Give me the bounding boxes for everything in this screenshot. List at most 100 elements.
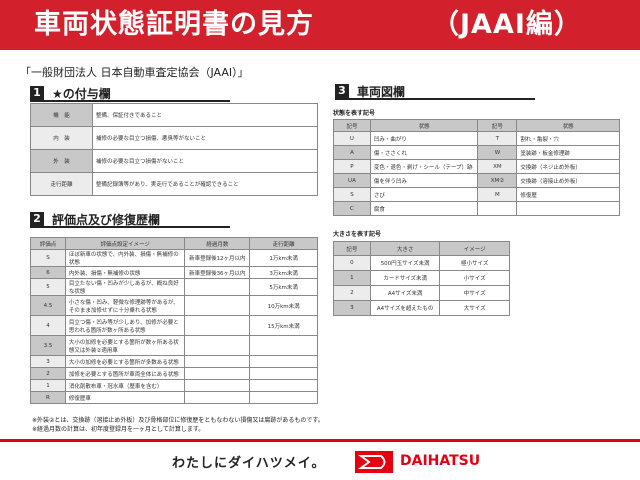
mileage: 1万km未満 [249,249,318,267]
mileage [249,391,318,404]
column-header: 走行距離 [249,237,318,250]
mileage: 15万km未満 [249,315,318,336]
elapsed-months [184,278,251,296]
column-header: 状態 [369,119,479,132]
table-row: 3 大小の加修を必要とする箇所が多数ある状態 [30,355,318,368]
symbol: A [333,145,371,160]
table-row: 3.5 大小の加修を必要とする箇所が数ヶ所ある状態又は外装②適用車 [30,335,318,356]
score-description: 加修を必要とする箇所が車両全体にある状態 [64,367,186,380]
symbol: 3 [333,300,371,316]
table-row: 1 消化剤散布車・冠水車（歴車を含む） [30,379,318,392]
score-description: 修復歴車 [64,391,186,404]
star-table: 機 能整備、保証付きであること内 装補修の必要な目立つ損傷、悪臭等がないこと外 … [30,103,318,196]
size: A4サイズ未満 [369,285,441,301]
page-subtitle: （JAAI編） [432,9,582,40]
row-text: 整備記録簿等があり、実走行であることが確認できること [92,172,318,196]
table-row: 2 A4サイズ未満 中サイズ [333,285,510,301]
mileage: 5万km未満 [249,278,318,296]
score-table: 評価点 評価点設定イメージ 経過月数 走行距離 S ほぼ新車の状態で、内外装、損傷・無補修… [30,237,318,404]
score-description: 小さな傷・凹み、軽微な修理跡等があるが、そのまま加修せずに十分乗れる状態 [64,295,186,316]
table-row: 1 カードサイズ未満 小サイズ [333,270,510,286]
image: 大サイズ [439,300,510,316]
state-symbol-table: 記号 状態 記号 状態 U 凹み・曲がり T 割れ・亀裂・穴 A 傷・ささくれ W 塗装跡・板金修理跡… [333,119,620,216]
score: S [30,249,66,267]
score: R [30,391,66,404]
image: 小サイズ [439,270,510,286]
row-label: 機 能 [30,103,93,127]
column-header: 記号 [477,119,518,132]
mileage [249,335,318,356]
column-header: 状態 [516,119,620,132]
mileage [249,379,318,392]
section-number: 3 [335,84,349,98]
page-header: 車両状態証明書の見方 （JAAI編） [0,0,640,50]
size-symbol-table: 記号 大きさ イメージ 0 500円玉サイズ未満 極小サイズ 1 カードサイズ未満 小サイズ 2 A… [333,241,510,316]
symbol: S [333,187,371,202]
score: 3 [30,355,66,368]
table-row: UA 傷を伴う凹み XM② 交換跡（溶接止め外板） [333,173,620,188]
image: 極小サイズ [439,255,510,271]
state: さび [369,187,479,202]
state-symbols-label: 状態を表す記号 [333,110,376,117]
state: 交換跡（ネジ止め外板） [516,159,620,174]
state [516,201,620,216]
table-row: 6 内外装、損傷・無補修の状態 新車登録後36ヶ月以内 3万km未満 [30,266,318,279]
score-description: 内外装、損傷・無補修の状態 [64,266,186,279]
table-row: 外 装補修の必要な目立つ損傷がないこと [30,149,318,173]
table-row: 5 目立たない傷・凹みが少しあるが、概ね良好な状態 5万km未満 [30,278,318,296]
elapsed-months [184,355,251,368]
state: 傷を伴う凹み [369,173,479,188]
table-row: 2 加修を必要とする箇所が車両全体にある状態 [30,367,318,380]
table-row: 走行距離 整備記録簿等があり、実走行であることが確認できること [30,172,318,196]
state: 腐食 [369,201,479,216]
column-header: 評価点 [30,237,66,250]
column-header: 大きさ [369,241,441,256]
table-row: 4.5 小さな傷・凹み、軽微な修理跡等があるが、そのまま加修せずに十分乗れる状態 1… [30,295,318,316]
header-row: 記号 状態 記号 状態 [333,119,620,132]
table-row: A 傷・ささくれ W 塗装跡・板金修理跡 [333,145,620,160]
elapsed-months [184,367,251,380]
score: 3.5 [30,335,66,356]
score: 4 [30,315,66,336]
section-title: 評価点及び修復歴欄 [52,212,161,227]
divider [0,439,640,442]
symbol: W [477,145,518,160]
elapsed-months: 新車登録後36ヶ月以内 [184,266,251,279]
section3-heading: 3 車両図欄 [335,84,535,100]
symbol: C [333,201,371,216]
column-header: 評価点設定イメージ [64,237,186,250]
table-row: C 腐食 [333,201,620,216]
score: 4.5 [30,295,66,316]
symbol: T [477,131,518,146]
state: 塗装跡・板金修理跡 [516,145,620,160]
mileage [249,367,318,380]
elapsed-months [184,315,251,336]
section-title: 車両図欄 [357,84,406,99]
size-symbols-label: 大きさを表す記号 [333,231,382,238]
column-header: イメージ [439,241,510,256]
score-description: ほぼ新車の状態で、内外装、損傷・無補修の状態 [64,249,186,267]
section2-heading: 2 評価点及び修復歴欄 [30,212,230,228]
score: 6 [30,266,66,279]
column-header: 記号 [333,241,371,256]
state: 傷・ささくれ [369,145,479,160]
symbol [477,201,518,216]
symbol: UA [333,173,371,188]
column-header: 記号 [333,119,371,132]
state: 割れ・亀裂・穴 [516,131,620,146]
footnotes: ※外装②とは、交換跡（溶接止め外板）及び骨格部位に修復歴をともなわない損傷又は腐… [32,416,324,434]
column-header: 経過月数 [184,237,251,250]
row-text: 整備、保証付きであること [92,103,318,127]
page-title: 車両状態証明書の見方 [34,9,314,40]
organization-name: 「一般財団法人 日本自動車査定協会（JAAI）」 [20,66,249,79]
size: 500円玉サイズ未満 [369,255,441,271]
section1-heading: 1 ★の付与欄 [30,86,230,102]
row-text: 補修の必要な目立つ損傷、悪臭等がないこと [92,126,318,150]
elapsed-months [184,391,251,404]
table-row: 4 目立つ傷・凹み等が少しあり、加修が必要と思われる箇所が数ヶ所ある状態 15万km… [30,315,318,336]
table-row: 3 A4サイズを超えたもの 大サイズ [333,300,510,316]
table-row: P 変色・退色・剥げ・シール（テープ）跡 XM 交換跡（ネジ止め外板） [333,159,620,174]
elapsed-months [184,335,251,356]
footnote: ※経過月数の計算は、初年度登録月を一ヶ月として計算します。 [32,426,205,433]
symbol: 2 [333,285,371,301]
